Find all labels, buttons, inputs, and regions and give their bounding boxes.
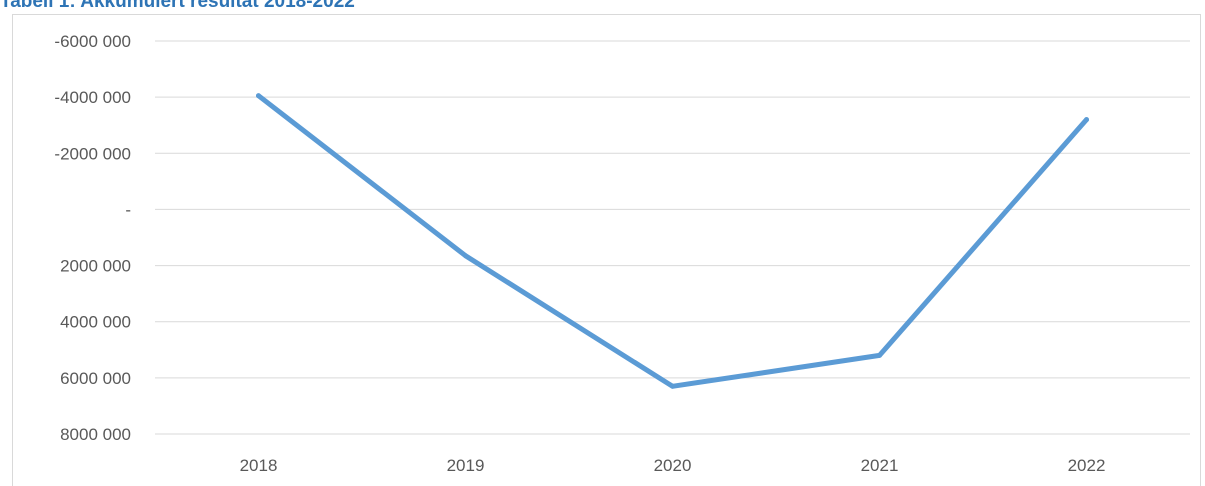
- series-line: [256, 93, 1089, 389]
- gridlines: [155, 40, 1190, 435]
- y-tick-label: -4000 000: [54, 88, 131, 107]
- y-tick-label: 8000 000: [60, 425, 131, 444]
- data-point: [670, 383, 675, 389]
- x-tick-label: 2018: [240, 456, 278, 475]
- y-tick-label: 4000 000: [60, 313, 131, 332]
- x-axis-ticks: 2018 2019 2020 2021 2022: [240, 456, 1106, 475]
- series-layer: [256, 93, 1089, 389]
- x-tick-label: 2022: [1068, 456, 1106, 475]
- data-point: [463, 253, 468, 259]
- x-tick-label: 2019: [447, 456, 485, 475]
- y-tick-label: -2000 000: [54, 144, 131, 163]
- y-tick-label: 6000 000: [60, 369, 131, 388]
- data-point: [1084, 117, 1089, 123]
- chart-title: Tabell 1: Akkumulert resultat 2018-2022: [0, 0, 355, 12]
- x-tick-label: 2020: [654, 456, 692, 475]
- y-tick-label: -6000 000: [54, 32, 131, 51]
- x-tick-label: 2021: [861, 456, 899, 475]
- y-axis-ticks: -6000 000-4000 000-2000 000-2000 0004000…: [54, 32, 131, 444]
- y-tick-label: -: [125, 200, 131, 219]
- data-point: [256, 93, 261, 99]
- y-tick-label: 2000 000: [60, 257, 131, 276]
- data-point: [877, 352, 882, 358]
- chart-area: [12, 14, 1201, 486]
